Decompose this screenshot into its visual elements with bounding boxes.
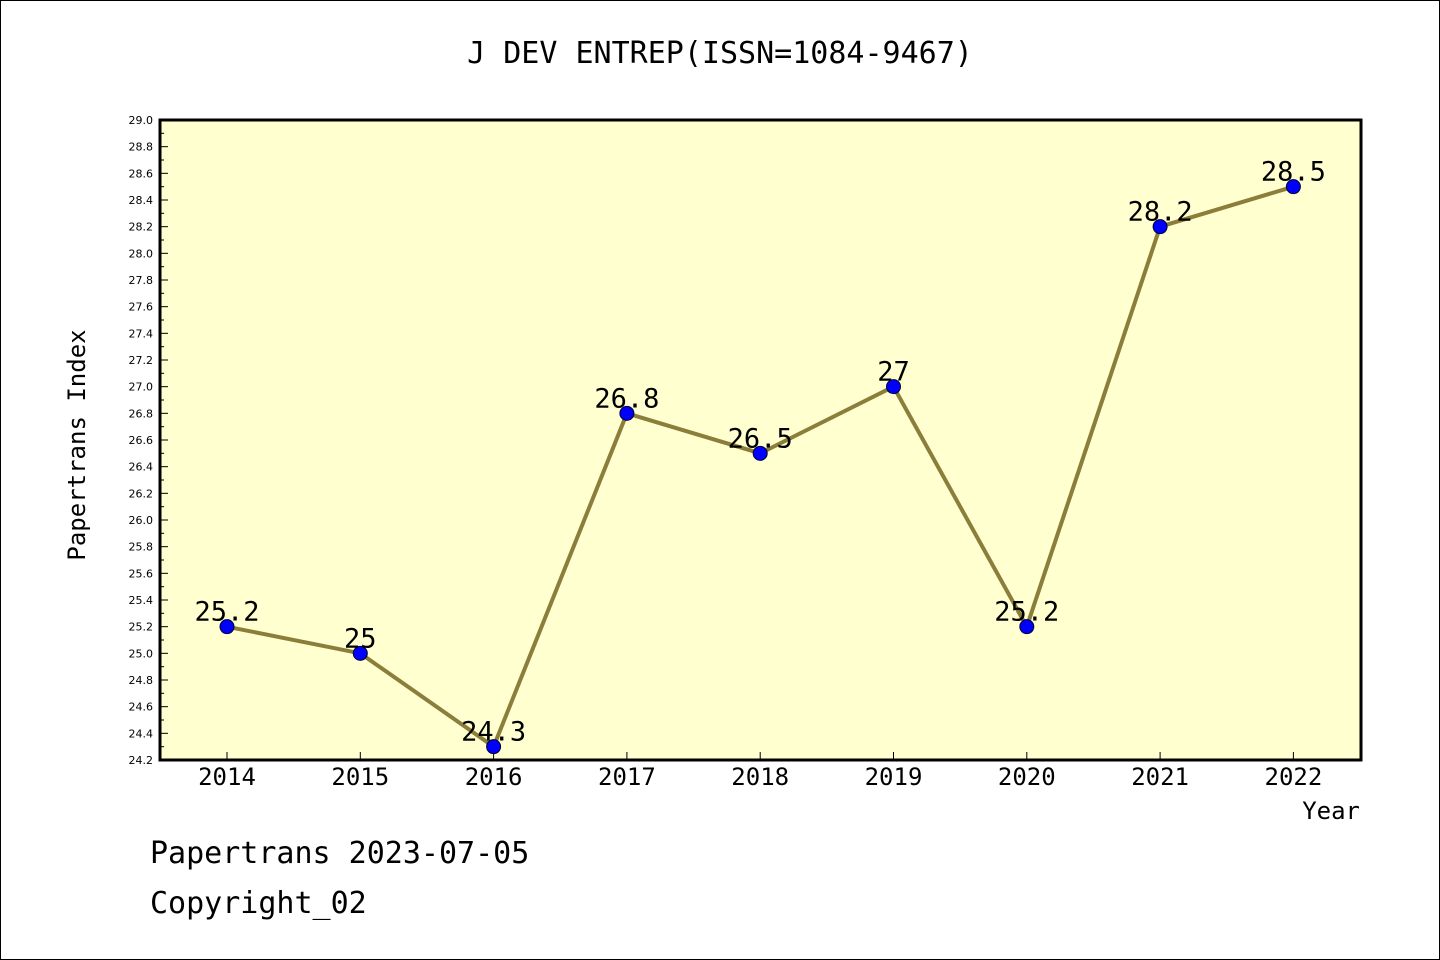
data-point [619,405,635,421]
y-tick-label: 28.4 [129,194,154,207]
chart-title: J DEV ENTREP(ISSN=1084-9467) [467,36,973,71]
y-tick-label: 24.8 [129,674,154,687]
x-tick-label: 2016 [465,763,523,791]
y-axis: 24.2 24.4 24.6 24.8 25.0 25.2 25.4 25.6 25.8 26.0… [129,114,168,767]
x-tick-label: 2019 [865,763,923,791]
x-tick-label: 2015 [331,763,389,791]
data-point [1285,179,1301,195]
data-label: 26.5 [728,423,793,454]
x-tick-label: 2022 [1265,763,1323,791]
y-tick-label: 25.8 [129,541,154,554]
data-point [886,379,901,395]
y-tick-label: 26.0 [129,514,154,527]
data-label: 28.2 [1128,197,1193,228]
y-tick-label: 28.0 [129,247,154,260]
data-label: 27 [877,357,910,388]
data-point [752,445,768,461]
y-tick-label: 28.8 [129,141,154,154]
data-label: 26.8 [594,383,659,414]
y-tick-label: 27.2 [129,354,154,367]
y-tick-label: 26.2 [129,487,154,500]
x-axis-label: Year [1302,797,1360,825]
data-label: 24.3 [461,717,526,748]
data-point [352,645,368,661]
y-tick-label: 27.0 [129,381,154,394]
y-tick-label: 24.2 [129,754,154,767]
x-axis: 2014 2015 2016 2017 2018 2019 2020 2021 2022 [198,752,1322,791]
data-label: 25.2 [994,597,1059,628]
data-label: 25 [344,623,377,654]
x-tick-label: 2014 [198,763,256,791]
y-axis-label: Papertrans Index [63,329,91,560]
x-tick-label: 2017 [598,763,656,791]
y-tick-label: 29.0 [129,114,154,127]
footer-date: Papertrans 2023-07-05 [150,836,530,871]
y-tick-label: 26.8 [129,407,154,420]
data-label: 28.5 [1261,157,1326,188]
y-tick-label: 25.6 [129,567,154,580]
footer-copyright: Copyright_02 [150,886,367,921]
y-tick-label: 28.6 [129,167,154,180]
y-tick-label: 25.2 [129,621,154,634]
y-tick-label: 24.6 [129,701,154,714]
data-point [486,739,502,755]
y-tick-label: 27.4 [129,327,154,340]
y-tick-label: 25.0 [129,647,154,660]
y-tick-label: 25.4 [129,594,154,607]
x-tick-label: 2018 [731,763,789,791]
y-tick-label: 26.4 [129,461,154,474]
series-markers [219,179,1301,755]
data-point [1152,219,1168,235]
y-tick-label: 24.4 [129,727,154,740]
y-tick-label: 26.6 [129,434,154,447]
x-tick-label: 2020 [998,763,1056,791]
data-label: 25.2 [194,597,259,628]
data-point [219,619,235,635]
data-point [1019,619,1035,635]
x-tick-label: 2021 [1131,763,1189,791]
y-tick-label: 27.6 [129,301,154,314]
y-tick-label: 27.8 [129,274,154,287]
data-labels: 25.2 25 24.3 26.8 26.5 27 25.2 28.2 28.5 [194,157,1325,748]
y-tick-label: 28.2 [129,221,154,234]
